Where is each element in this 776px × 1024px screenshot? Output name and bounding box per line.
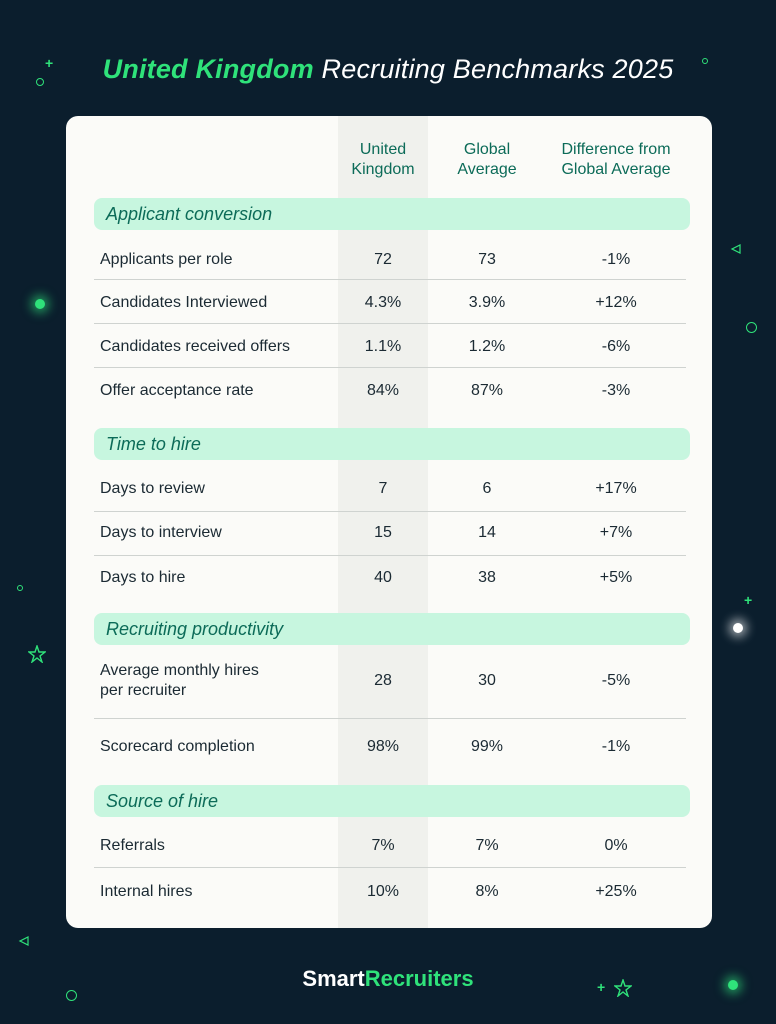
ring-icon (66, 990, 77, 1001)
uk-value: 84% (366, 382, 400, 399)
table-header: United Kingdom Global Average Difference… (66, 140, 712, 184)
row-label-line: Average monthly hires (100, 662, 259, 679)
difference-value: +7% (599, 524, 633, 541)
page-title: United Kingdom Recruiting Benchmarks 202… (0, 54, 776, 85)
row-divider (94, 555, 686, 556)
difference-value: +5% (599, 569, 633, 586)
difference-value: -5% (601, 672, 631, 689)
uk-value: 98% (366, 738, 400, 755)
row-label-line: Candidates received offers (100, 338, 291, 355)
difference-value: -6% (601, 338, 631, 355)
row-label: Offer acceptance rate (100, 381, 254, 401)
ring-icon (746, 322, 757, 333)
row-label: Days to interview (100, 523, 222, 543)
global-value: 8% (475, 883, 499, 900)
glow-dot-icon (733, 623, 743, 633)
difference-value: +12% (595, 294, 637, 311)
row-label: Referrals (100, 836, 165, 856)
section-header: Source of hire (94, 785, 690, 817)
header-difference-line1: Difference from (561, 141, 671, 158)
global-value: 38 (478, 569, 496, 586)
global-value: 87% (470, 382, 504, 399)
row-divider (94, 279, 686, 280)
difference-value: -1% (601, 251, 631, 268)
row-label-line: Internal hires (100, 883, 193, 900)
difference-value: 0% (604, 837, 628, 854)
ring-icon (702, 58, 708, 64)
header-uk-line2: Kingdom (351, 161, 415, 178)
uk-value: 7 (378, 480, 388, 497)
row-label-line: Days to review (100, 480, 205, 497)
row-label-line: Offer acceptance rate (100, 382, 254, 399)
glow-dot-icon (35, 299, 45, 309)
uk-value: 72 (374, 251, 392, 268)
header-difference: Difference from Global Average (536, 140, 696, 180)
uk-value: 4.3% (364, 294, 402, 311)
star-icon (28, 645, 46, 663)
row-label-line: Days to interview (100, 524, 222, 541)
row-label-line: Days to hire (100, 569, 186, 586)
plus-icon: + (45, 55, 54, 71)
star-icon (614, 979, 632, 997)
row-divider (94, 867, 686, 868)
logo-part1: Smart (302, 966, 365, 991)
ring-icon (17, 585, 23, 591)
triangle-icon (18, 936, 29, 946)
row-divider (94, 511, 686, 512)
difference-value: -1% (601, 738, 631, 755)
row-label-line: Applicants per role (100, 251, 233, 268)
plus-icon: + (744, 592, 753, 608)
header-uk: United Kingdom (338, 140, 428, 180)
row-label: Average monthly hires per recruiter (100, 661, 259, 701)
global-value: 6 (482, 480, 492, 497)
uk-value: 15 (374, 524, 392, 541)
header-global-line1: Global (463, 141, 511, 158)
smartrecruiters-logo: SmartRecruiters (0, 966, 776, 992)
row-label-line: Candidates Interviewed (100, 294, 268, 311)
row-label: Internal hires (100, 882, 193, 902)
uk-value: 7% (371, 837, 395, 854)
header-uk-line1: United (359, 141, 407, 158)
header-global-line2: Average (457, 161, 517, 178)
row-label: Scorecard completion (100, 737, 255, 757)
section-header: Applicant conversion (94, 198, 690, 230)
uk-value: 10% (366, 883, 400, 900)
row-label-line: Referrals (100, 837, 165, 854)
row-divider (94, 323, 686, 324)
global-value: 14 (478, 524, 496, 541)
difference-value: -3% (601, 382, 631, 399)
header-global: Global Average (442, 140, 532, 180)
global-value: 73 (478, 251, 496, 268)
section-header: Time to hire (94, 428, 690, 460)
row-label: Candidates received offers (100, 337, 290, 357)
title-accent: United Kingdom (102, 54, 314, 84)
difference-value: +17% (595, 480, 637, 497)
global-value: 30 (478, 672, 496, 689)
uk-value: 40 (374, 569, 392, 586)
logo-part2: Recruiters (364, 966, 474, 991)
triangle-icon (730, 244, 741, 254)
section-header: Recruiting productivity (94, 613, 690, 645)
header-difference-line2: Global Average (561, 161, 671, 178)
ring-icon (36, 78, 44, 86)
uk-value: 28 (374, 672, 392, 689)
row-divider (94, 367, 686, 368)
row-divider (94, 718, 686, 719)
row-label: Applicants per role (100, 250, 233, 270)
row-label: Days to review (100, 479, 205, 499)
global-value: 7% (475, 837, 499, 854)
uk-value: 1.1% (364, 338, 402, 355)
row-label: Candidates Interviewed (100, 293, 267, 313)
row-label-line: per recruiter (100, 682, 187, 699)
row-label: Days to hire (100, 568, 185, 588)
difference-value: +25% (595, 883, 637, 900)
global-value: 3.9% (468, 294, 506, 311)
plus-icon: + (597, 979, 606, 995)
title-rest: Recruiting Benchmarks 2025 (313, 54, 674, 84)
global-value: 1.2% (468, 338, 506, 355)
global-value: 99% (470, 738, 504, 755)
row-label-line: Scorecard completion (100, 738, 255, 755)
glow-dot-icon (728, 980, 738, 990)
benchmark-table-card: United Kingdom Global Average Difference… (66, 116, 712, 928)
